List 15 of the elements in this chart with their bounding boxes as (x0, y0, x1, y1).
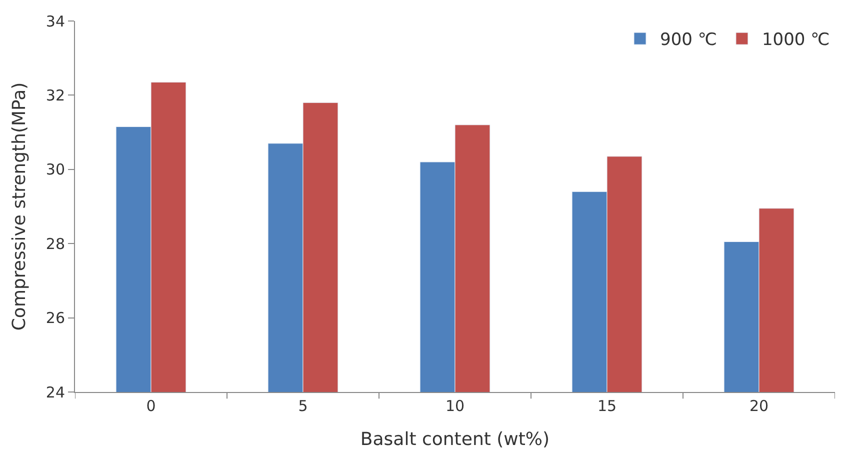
y-tick-label: 30 (46, 160, 65, 179)
y-tick-label: 32 (46, 86, 65, 104)
y-tick-label: 28 (46, 234, 65, 253)
legend-label: 1000 ℃ (762, 30, 830, 50)
y-axis-title: Compressive strength(MPa) (9, 82, 30, 331)
x-tick-label: 10 (445, 397, 465, 415)
y-tick-label: 26 (46, 309, 65, 328)
legend-label: 900 ℃ (660, 30, 717, 50)
x-tick-label: 5 (298, 397, 308, 415)
x-axis-title: Basalt content (wt%) (360, 429, 550, 450)
y-tick-label: 34 (46, 12, 65, 30)
x-tick-label: 0 (146, 397, 156, 415)
x-tick-label: 15 (597, 397, 617, 415)
y-tick-label: 24 (46, 383, 65, 402)
x-tick-label: 20 (749, 397, 769, 415)
